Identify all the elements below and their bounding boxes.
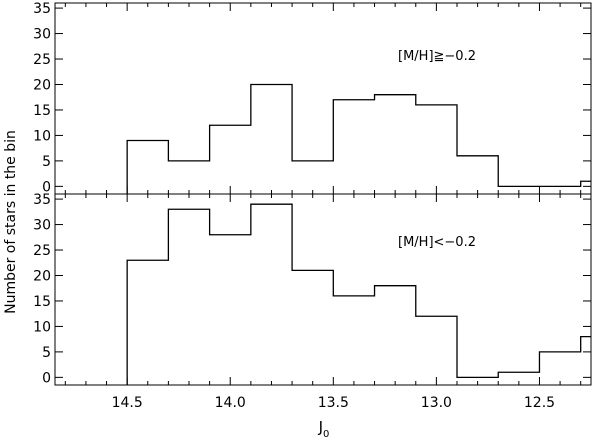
bottom-panel-x-ticks: 14.5 14.0 13.5 13.0 12.5 <box>64 194 582 411</box>
y-tick-label: 0 <box>42 370 51 386</box>
top-panel: 0 5 10 15 20 25 30 35 [M/H]≧−0.2 <box>33 1 592 195</box>
x-tick-label: 13.5 <box>318 395 349 411</box>
bottom-panel-y-ticks: 0 5 10 15 20 25 30 35 <box>33 192 591 386</box>
top-panel-frame <box>54 2 592 195</box>
top-panel-y-ticks: 0 5 10 15 20 25 30 35 <box>33 1 591 195</box>
top-panel-x-ticks <box>64 3 582 194</box>
x-axis-label: J0 <box>318 418 330 440</box>
bottom-panel-annotation: [M/H]<−0.2 <box>398 235 476 250</box>
x-tick-label: 13.0 <box>421 395 452 411</box>
x-tick-label: 14.0 <box>215 395 246 411</box>
y-tick-label: 30 <box>33 27 51 43</box>
y-tick-label: 20 <box>33 77 51 93</box>
y-tick-label: 30 <box>33 218 51 234</box>
y-tick-label: 10 <box>33 128 51 144</box>
bottom-panel-histogram-line <box>126 203 591 385</box>
y-tick-label: 25 <box>33 243 51 259</box>
y-tick-label: 20 <box>33 268 51 284</box>
y-tick-label: 10 <box>33 319 51 335</box>
top-panel-histogram-line <box>126 83 591 194</box>
x-tick-label: 12.5 <box>524 395 555 411</box>
y-tick-label: 35 <box>33 1 51 17</box>
x-axis-label-main: J <box>318 418 323 436</box>
y-tick-label: 35 <box>33 192 51 208</box>
y-tick-label: 15 <box>33 294 51 310</box>
top-panel-annotation: [M/H]≧−0.2 <box>398 49 476 64</box>
y-tick-label: 0 <box>42 179 51 195</box>
y-tick-label: 5 <box>42 154 51 170</box>
y-tick-label: 25 <box>33 52 51 68</box>
x-tick-label: 14.5 <box>112 395 143 411</box>
y-axis-label: Number of stars in the bin <box>3 130 19 314</box>
y-tick-label: 15 <box>33 103 51 119</box>
bottom-panel-frame <box>54 193 592 386</box>
y-tick-label: 5 <box>42 345 51 361</box>
x-axis-label-subscript: 0 <box>323 429 329 440</box>
bottom-panel: 0 5 10 15 20 25 30 35 14.5 14.0 13.5 13.0 12.5 [M/H… <box>33 192 592 411</box>
